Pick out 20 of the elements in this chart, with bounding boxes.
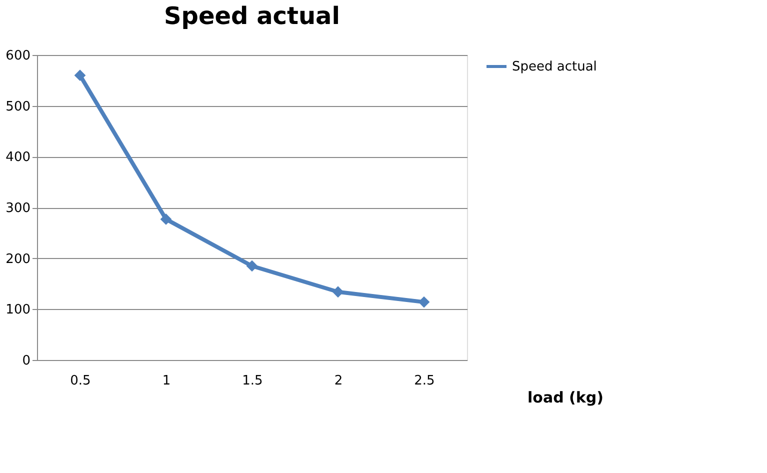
point	[74, 70, 86, 82]
y-tick-label: 400	[6, 150, 30, 166]
legend-label: Speed actual	[512, 60, 597, 74]
y-tick-label: 200	[6, 252, 30, 267]
x-axis-title: load (kg)	[528, 388, 604, 406]
x-tick-label: 2.5	[414, 374, 435, 388]
y-tick-label: 300	[6, 201, 30, 216]
y-tick-label: 100	[6, 302, 30, 318]
x-tick-label: 1	[162, 374, 171, 388]
chart-title: Speed actual	[164, 2, 340, 30]
y-tick-label: 0	[22, 354, 30, 368]
point	[160, 213, 172, 225]
point	[246, 260, 258, 272]
x-tick-label: 2	[334, 374, 343, 388]
point	[418, 296, 430, 308]
x-tick-label: 0.5	[70, 374, 91, 388]
y-tick-label: 600	[6, 48, 30, 64]
x-tick-label: 1.5	[242, 374, 263, 388]
point	[332, 286, 344, 298]
y-tick-label: 500	[6, 99, 30, 114]
